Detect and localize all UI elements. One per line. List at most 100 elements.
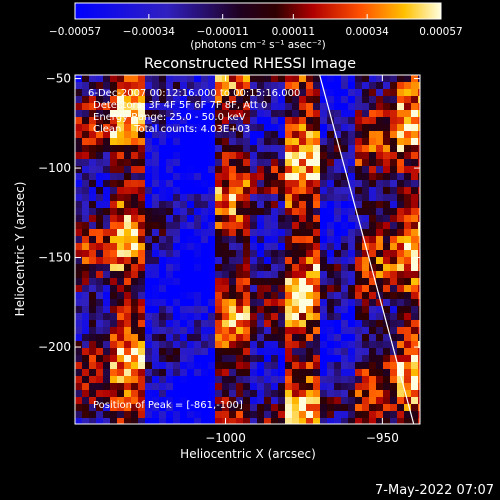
heatmap-cell — [173, 229, 181, 237]
heatmap-cell — [229, 110, 237, 118]
heatmap-cell — [285, 362, 293, 370]
heatmap-cell — [75, 285, 83, 293]
heatmap-cell — [180, 299, 188, 307]
heatmap-cell — [264, 390, 272, 398]
heatmap-cell — [355, 103, 363, 111]
heatmap-cell — [236, 236, 244, 244]
heatmap-cell — [138, 320, 146, 328]
heatmap-cell — [117, 173, 125, 181]
heatmap-cell — [320, 306, 328, 314]
heatmap-cell — [362, 383, 370, 391]
heatmap-cell — [383, 152, 391, 160]
heatmap-cell — [348, 173, 356, 181]
heatmap-cell — [250, 229, 258, 237]
heatmap-cell — [390, 418, 398, 424]
heatmap-cell — [390, 320, 398, 328]
heatmap-cell — [376, 75, 384, 83]
heatmap-cell — [173, 264, 181, 272]
heatmap-cell — [75, 103, 83, 111]
heatmap-cell — [383, 110, 391, 118]
heatmap-cell — [215, 292, 223, 300]
heatmap-cell — [187, 264, 195, 272]
heatmap-cell — [117, 117, 125, 125]
heatmap-cell — [348, 299, 356, 307]
heatmap-cell — [152, 341, 160, 349]
heatmap-cell — [173, 369, 181, 377]
heatmap-cell — [292, 166, 300, 174]
heatmap-cell — [131, 264, 139, 272]
heatmap-cell — [145, 152, 153, 160]
heatmap-cell — [117, 334, 125, 342]
heatmap-cell — [96, 152, 104, 160]
heatmap-cell — [124, 299, 132, 307]
heatmap-cell — [187, 369, 195, 377]
heatmap-cell — [418, 348, 420, 356]
heatmap-cell — [173, 341, 181, 349]
heatmap-cell — [187, 229, 195, 237]
heatmap-cell — [285, 341, 293, 349]
heatmap-cell — [215, 250, 223, 258]
heatmap-cell — [306, 96, 314, 104]
heatmap-cell — [187, 124, 195, 132]
heatmap-cell — [201, 355, 209, 363]
heatmap-cell — [327, 299, 335, 307]
heatmap-cell — [383, 292, 391, 300]
heatmap-cell — [110, 201, 118, 209]
heatmap-cell — [313, 152, 321, 160]
heatmap-cell — [96, 145, 104, 153]
heatmap-cell — [243, 278, 251, 286]
heatmap-cell — [327, 320, 335, 328]
heatmap-cell — [131, 334, 139, 342]
heatmap-cell — [348, 348, 356, 356]
heatmap-cell — [271, 180, 279, 188]
heatmap-cell — [250, 327, 258, 335]
heatmap-cell — [208, 103, 216, 111]
heatmap-cell — [103, 152, 111, 160]
heatmap-cell — [348, 82, 356, 90]
heatmap-cell — [180, 404, 188, 412]
heatmap-cell — [355, 236, 363, 244]
heatmap-cell — [390, 285, 398, 293]
heatmap-cell — [271, 341, 279, 349]
heatmap-cell — [208, 320, 216, 328]
heatmap-cell — [89, 215, 97, 223]
heatmap-cell — [257, 89, 265, 97]
heatmap-cell — [96, 355, 104, 363]
heatmap-cell — [75, 411, 83, 419]
heatmap-cells — [75, 75, 420, 424]
heatmap-cell — [369, 236, 377, 244]
heatmap-cell — [89, 264, 97, 272]
heatmap-cell — [390, 236, 398, 244]
heatmap-cell — [285, 152, 293, 160]
heatmap-cell — [166, 292, 174, 300]
heatmap-cell — [110, 124, 118, 132]
heatmap-cell — [82, 334, 90, 342]
heatmap-cell — [229, 320, 237, 328]
heatmap-cell — [306, 173, 314, 181]
heatmap-cell — [404, 159, 412, 167]
heatmap-cell — [138, 390, 146, 398]
heatmap-cell — [110, 103, 118, 111]
heatmap-cell — [292, 201, 300, 209]
heatmap-cell — [103, 145, 111, 153]
heatmap-cell — [166, 369, 174, 377]
heatmap-cell — [208, 411, 216, 419]
heatmap-cell — [383, 222, 391, 230]
heatmap-cell — [257, 320, 265, 328]
heatmap-cell — [341, 138, 349, 146]
heatmap-cell — [411, 355, 419, 363]
heatmap-cell — [243, 159, 251, 167]
heatmap-cell — [236, 131, 244, 139]
heatmap-cell — [145, 327, 153, 335]
heatmap-cell — [411, 243, 419, 251]
heatmap-cell — [292, 264, 300, 272]
heatmap-cell — [117, 320, 125, 328]
heatmap-cell — [215, 418, 223, 424]
heatmap-cell — [187, 75, 195, 83]
heatmap-cell — [334, 250, 342, 258]
heatmap-cell — [152, 313, 160, 321]
heatmap-cell — [264, 159, 272, 167]
heatmap-cell — [383, 229, 391, 237]
heatmap-cell — [390, 292, 398, 300]
heatmap-cell — [124, 411, 132, 419]
